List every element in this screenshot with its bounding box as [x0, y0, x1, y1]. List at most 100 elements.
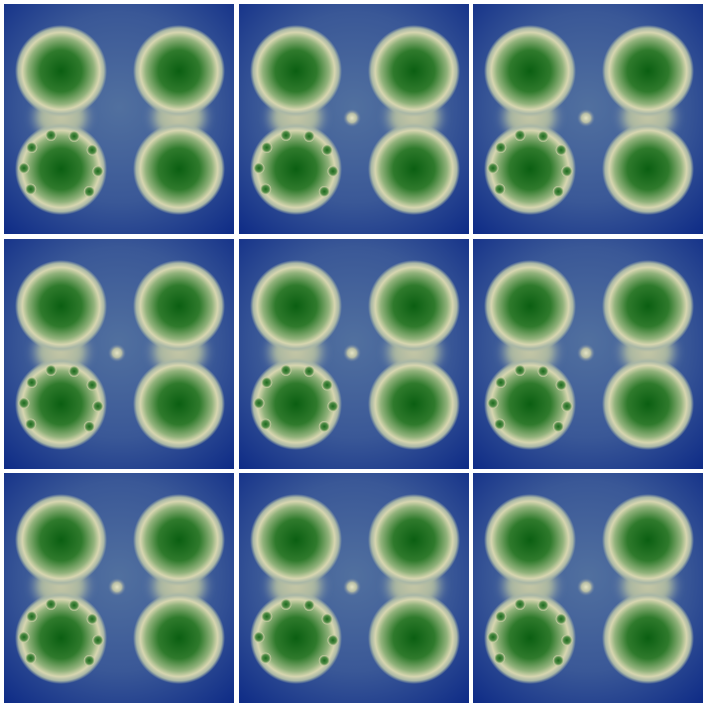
blob-bump [555, 144, 567, 156]
blob-bump [552, 186, 564, 197]
blob-bump [514, 598, 526, 610]
center-spot [108, 578, 126, 596]
blob-bump [260, 652, 272, 664]
blob-bump [261, 611, 273, 622]
blob-bottom-right [602, 358, 694, 450]
blob-bump [327, 634, 339, 646]
blob-top-left [250, 260, 342, 352]
blob-bump [495, 377, 507, 388]
blob-bump [18, 162, 30, 174]
blob-bump [321, 379, 333, 391]
blob-bottom-right [133, 592, 225, 684]
blob-bump [280, 598, 292, 610]
blob-bump [555, 613, 567, 625]
blob-bump [83, 186, 95, 197]
blob-bump [514, 129, 526, 141]
blob-bump [68, 599, 80, 611]
blob-bump [280, 129, 292, 141]
blob-top-left [484, 25, 576, 117]
center-spot [108, 344, 126, 362]
blob-bump [555, 379, 567, 391]
blob-top-left [250, 494, 342, 586]
blob-top-right [133, 25, 225, 117]
blob-bump [280, 364, 292, 376]
blob-bump [321, 144, 333, 156]
blob-bump [494, 418, 506, 430]
center-spot [577, 578, 595, 596]
panel-r1-c1 [4, 4, 234, 234]
blob-top-right [133, 260, 225, 352]
blob-bump [26, 142, 38, 153]
blob-bump [18, 397, 30, 409]
blob-bump [68, 365, 80, 377]
blob-top-right [368, 260, 460, 352]
blob-bump [253, 631, 265, 643]
blob-bump [487, 631, 499, 643]
blob-bump [327, 400, 339, 412]
blob-bump [303, 365, 315, 377]
blob-bump [318, 655, 330, 666]
panel-r3-c2 [239, 473, 469, 703]
blob-bump [25, 418, 37, 430]
blob-bump [561, 634, 573, 646]
blob-top-left [484, 260, 576, 352]
blob-bottom-right [133, 123, 225, 215]
blob-bump [45, 598, 57, 610]
panel-r2-c2 [239, 239, 469, 469]
blob-bottom-right [368, 592, 460, 684]
blob-bump [487, 162, 499, 174]
center-spot [343, 109, 361, 127]
blob-top-left [484, 494, 576, 586]
blob-bump [260, 418, 272, 430]
blob-bump [92, 634, 104, 646]
blob-bump [537, 599, 549, 611]
blob-bump [83, 655, 95, 666]
blob-bump [494, 652, 506, 664]
blob-bump [494, 183, 506, 195]
blob-bump [83, 421, 95, 432]
blob-bump [26, 377, 38, 388]
center-spot [343, 578, 361, 596]
blob-bump [261, 377, 273, 388]
blob-bump [26, 611, 38, 622]
blob-bump [303, 599, 315, 611]
blob-top-left [15, 494, 107, 586]
blob-bump [18, 631, 30, 643]
blob-top-right [368, 25, 460, 117]
blob-top-right [368, 494, 460, 586]
blob-bump [92, 400, 104, 412]
blob-bump [487, 397, 499, 409]
blob-bump [68, 130, 80, 142]
blob-top-left [15, 260, 107, 352]
blob-bump [495, 142, 507, 153]
blob-top-right [602, 25, 694, 117]
blob-bottom-right [368, 358, 460, 450]
panel-r3-c3 [473, 473, 703, 703]
blob-top-right [602, 494, 694, 586]
blob-top-right [133, 494, 225, 586]
blob-bump [303, 130, 315, 142]
blob-bump [321, 613, 333, 625]
blob-bottom-right [602, 123, 694, 215]
panel-r2-c3 [473, 239, 703, 469]
blob-bump [514, 364, 526, 376]
blob-bump [261, 142, 273, 153]
blob-bump [253, 397, 265, 409]
blob-bump [318, 421, 330, 432]
blob-bump [25, 652, 37, 664]
blob-bump [327, 165, 339, 177]
blob-bump [86, 144, 98, 156]
blob-bottom-right [133, 358, 225, 450]
blob-bump [25, 183, 37, 195]
panel-r1-c3 [473, 4, 703, 234]
blob-bump [537, 365, 549, 377]
blob-bump [561, 165, 573, 177]
blob-bump [260, 183, 272, 195]
panel-r1-c2 [239, 4, 469, 234]
blob-top-right [602, 260, 694, 352]
blob-bump [318, 186, 330, 197]
blob-bottom-right [368, 123, 460, 215]
blob-bump [86, 379, 98, 391]
